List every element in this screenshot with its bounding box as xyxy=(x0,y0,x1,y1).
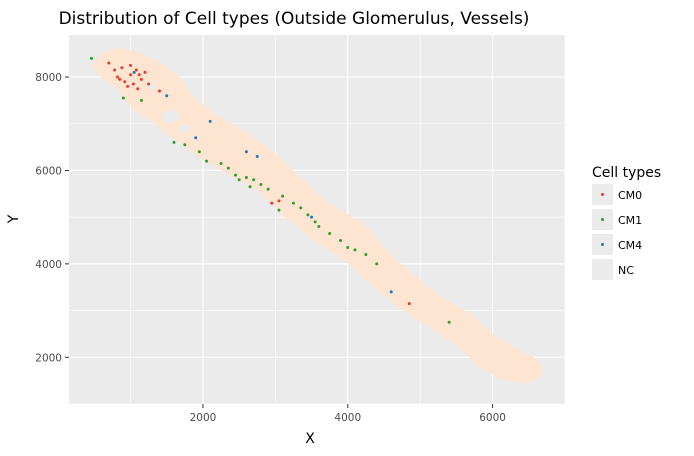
point-cm1 xyxy=(364,253,368,257)
point-cm0 xyxy=(129,73,133,77)
point-cm4 xyxy=(194,136,198,140)
point-cm1 xyxy=(172,140,176,144)
legend-label-cm4: CM4 xyxy=(618,239,642,252)
points-layer xyxy=(89,56,451,324)
point-cm0 xyxy=(270,201,274,205)
point-cm0 xyxy=(116,75,120,79)
point-cm1 xyxy=(313,220,317,224)
point-cm1 xyxy=(252,178,256,182)
legend-title: Cell types xyxy=(592,165,661,181)
point-cm4 xyxy=(244,150,248,154)
point-cm1 xyxy=(234,173,238,177)
point-cm4 xyxy=(255,154,259,158)
point-cm1 xyxy=(281,194,285,198)
point-cm1 xyxy=(121,96,125,100)
legend-marker-cm1 xyxy=(601,218,604,221)
point-cm1 xyxy=(244,175,248,179)
plot-panel xyxy=(69,35,566,405)
legend: Cell types CM0 CM1 CM4 NC xyxy=(592,165,661,280)
legend-label-cm0: CM0 xyxy=(618,189,642,202)
nc-region xyxy=(92,47,543,384)
x-tick-label: 2000 xyxy=(190,412,217,424)
x-axis-title: X xyxy=(305,431,315,447)
point-cm0 xyxy=(136,87,140,91)
nc-region-gap xyxy=(161,110,180,123)
point-cm4 xyxy=(389,290,393,294)
y-axis-title: Y xyxy=(6,214,22,224)
point-cm0 xyxy=(118,77,122,81)
point-cm0 xyxy=(107,61,111,65)
point-cm1 xyxy=(328,232,332,236)
point-cm4 xyxy=(310,215,314,219)
point-cm4 xyxy=(132,70,136,74)
point-cm1 xyxy=(306,213,310,217)
point-cm0 xyxy=(120,66,124,70)
point-cm0 xyxy=(131,82,135,86)
point-cm0 xyxy=(407,302,411,306)
legend-marker-cm4 xyxy=(601,243,604,246)
point-cm1 xyxy=(89,56,93,60)
legend-marker-cm0 xyxy=(601,193,604,196)
y-tick-label: 6000 xyxy=(35,165,62,177)
point-cm1 xyxy=(205,159,209,163)
point-cm0 xyxy=(139,77,143,81)
nc-region-gap xyxy=(179,124,190,133)
point-cm0 xyxy=(277,199,281,203)
point-cm1 xyxy=(197,150,201,154)
legend-label-cm1: CM1 xyxy=(618,214,642,227)
point-cm1 xyxy=(277,208,281,212)
y-tick-label: 4000 xyxy=(35,259,62,271)
point-cm0 xyxy=(123,80,127,84)
point-cm0 xyxy=(129,63,133,67)
point-cm1 xyxy=(339,239,343,243)
point-cm0 xyxy=(126,84,130,88)
point-cm1 xyxy=(183,143,187,147)
y-tick-label: 2000 xyxy=(35,352,62,364)
chart-title: Distribution of Cell types (Outside Glom… xyxy=(59,9,530,29)
point-cm1 xyxy=(346,246,350,250)
legend-marker-nc xyxy=(601,268,604,271)
x-tick-label: 6000 xyxy=(479,412,506,424)
point-cm1 xyxy=(219,161,223,165)
point-cm0 xyxy=(158,89,162,93)
legend-label-nc: NC xyxy=(618,264,634,277)
point-cm1 xyxy=(317,225,321,229)
point-cm0 xyxy=(143,70,147,74)
point-cm1 xyxy=(266,187,270,191)
point-cm1 xyxy=(248,185,252,189)
point-cm1 xyxy=(259,182,263,186)
point-cm0 xyxy=(137,73,141,77)
y-tick-label: 8000 xyxy=(35,72,62,84)
point-cm1 xyxy=(226,166,230,170)
x-axis-ticks: 2000 4000 6000 xyxy=(190,404,506,424)
point-cm0 xyxy=(134,68,138,72)
point-cm4 xyxy=(208,119,212,123)
x-tick-label: 4000 xyxy=(334,412,361,424)
point-cm0 xyxy=(147,82,151,86)
point-cm1 xyxy=(291,201,295,205)
point-cm4 xyxy=(165,94,169,98)
point-cm1 xyxy=(353,248,357,252)
point-cm1 xyxy=(299,206,303,210)
nc-region-gap xyxy=(148,83,157,90)
point-cm0 xyxy=(113,68,117,72)
point-cm1 xyxy=(375,262,379,266)
point-cm1 xyxy=(447,320,451,324)
y-axis-ticks: 2000 4000 6000 8000 xyxy=(35,72,69,364)
nc-region-layer xyxy=(92,47,543,384)
legend-items: CM0 CM1 CM4 NC xyxy=(592,184,642,280)
point-cm1 xyxy=(237,178,241,182)
point-cm1 xyxy=(139,98,143,102)
